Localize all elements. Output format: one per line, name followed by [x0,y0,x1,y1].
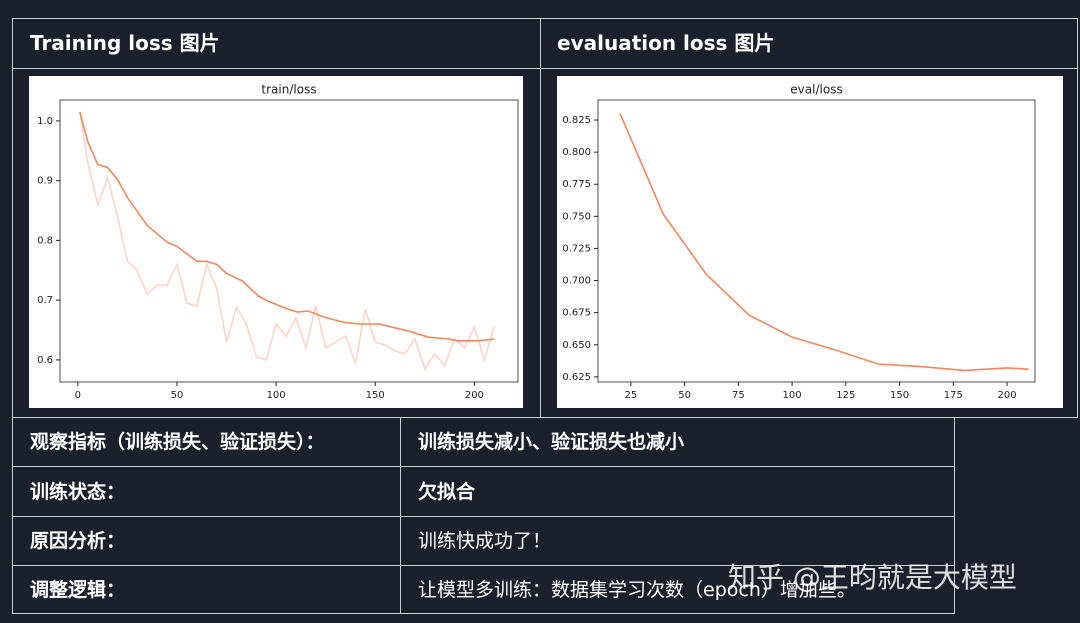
y-tick-label: 1.0 [37,116,53,127]
plot-frame [59,99,519,383]
col-divider [400,417,402,614]
col-divider [540,18,542,418]
x-tick-label: 150 [366,390,385,401]
y-tick-label: 0.750 [562,211,591,222]
x-tick-label: 200 [998,390,1017,401]
y-tick-label: 0.775 [562,179,591,190]
row-divider [12,516,955,518]
x-tick-label: 125 [836,390,855,401]
y-tick-label: 0.8 [37,235,53,246]
header-row [12,18,1078,69]
row-label: 原因分析： [30,530,126,552]
y-tick-label: 0.700 [562,276,591,287]
chart-title: eval/loss [790,83,842,97]
plot-frame [597,99,1036,383]
loss-line [619,113,1029,372]
x-tick-label: 150 [890,390,909,401]
x-tick-label: 175 [944,390,963,401]
loss-line [79,111,495,371]
x-tick-label: 75 [732,390,745,401]
row-value: 训练快成功了！ [418,530,552,552]
watermark: 知乎 @王昀就是大模型 [728,561,1017,594]
row-label: 观察指标（训练损失、验证损失）： [30,431,325,453]
y-tick-label: 0.725 [562,243,591,254]
header-cell: Training loss 图片 [30,31,220,55]
chart: train/loss 1.0 0.9 0.8 0.7 0.6 0 50 100 150 200 [29,76,523,408]
row-value: 训练损失减小、验证损失也减小 [418,431,685,453]
row-label: 调整逻辑： [30,579,126,601]
x-tick-label: 0 [75,390,81,401]
x-tick-label: 25 [625,390,638,401]
x-tick-label: 50 [678,390,691,401]
header-cell: evaluation loss 图片 [557,31,775,55]
row-value: 让模型多训练：数据集学习次数（epoch）增加些。 [418,579,856,601]
y-tick-label: 0.6 [37,355,53,366]
row-value: 欠拟合 [418,481,476,503]
x-tick-label: 200 [465,390,484,401]
x-tick-label: 100 [267,390,286,401]
info-table [12,417,955,614]
y-tick-label: 0.800 [562,147,591,158]
x-tick-label: 100 [783,390,802,401]
row-divider [12,466,955,468]
loss-line [79,111,495,342]
y-tick-label: 0.825 [562,115,591,126]
y-tick-label: 0.9 [37,176,53,187]
chart-title: train/loss [261,83,316,97]
y-tick-label: 0.625 [562,372,591,383]
y-tick-label: 0.675 [562,308,591,319]
row-label: 训练状态： [30,481,126,503]
x-tick-label: 50 [171,390,184,401]
chart: eval/loss 0.825 0.800 0.775 0.750 0.725 0.700 0… [557,76,1063,408]
row-divider [12,565,955,567]
y-tick-label: 0.7 [37,295,53,306]
y-tick-label: 0.650 [562,340,591,351]
